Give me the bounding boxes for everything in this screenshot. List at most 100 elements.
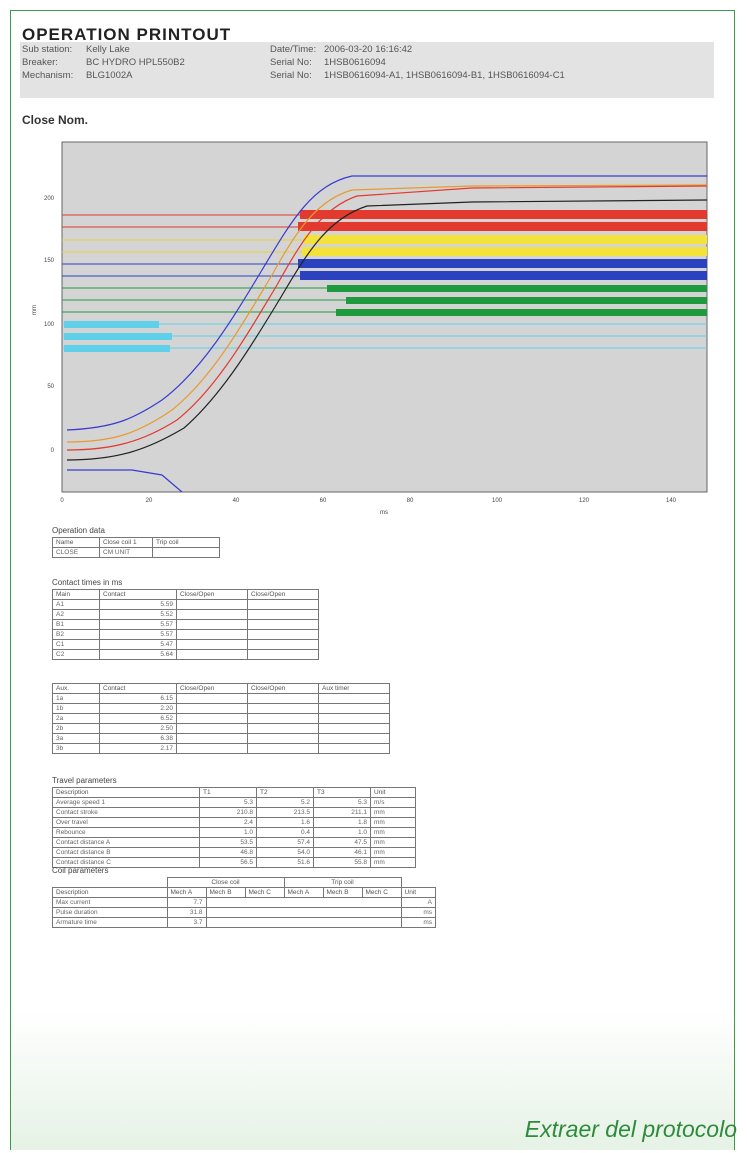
header-label-substation: Sub station:	[22, 44, 73, 55]
aux-name-1a: 1a	[52, 693, 100, 704]
coil-header-close-a: Mech A	[166, 887, 207, 898]
table-row: A1 5.59	[52, 599, 319, 610]
table-row: 2a 6.52	[52, 713, 390, 724]
coil-unit: ms	[400, 917, 436, 928]
aux-value-2a: 6.52	[99, 713, 177, 724]
ct-value-a2: 5.52	[99, 609, 177, 620]
coil-parameters-table: Close coil Trip coil Description Mech A …	[52, 877, 436, 928]
coil-header-trip-c: Mech C	[361, 887, 402, 898]
x-tick-0: 0	[60, 498, 64, 504]
table-row: Max current 7.7 A	[52, 897, 436, 908]
x-tick-140: 140	[666, 498, 677, 504]
ct-empty	[176, 599, 248, 610]
ct-value-b1: 5.57	[99, 619, 177, 630]
operation-subtitle: Close Nom.	[22, 113, 89, 127]
ct-empty	[176, 619, 248, 630]
aux-header-contact: Contact	[99, 683, 177, 694]
aux-contact-table: Aux. Contact Close/Open Close/Open Aux t…	[52, 683, 390, 754]
header-value-serial: 1HSB0616094	[324, 57, 386, 68]
caption-text: Extraer del protocolo	[524, 1116, 737, 1142]
travel-curve-blue	[66, 175, 707, 431]
ct-value-b2: 5.57	[99, 629, 177, 640]
aux-empty	[318, 723, 390, 734]
aux-bar-3b	[64, 345, 170, 352]
aux-empty	[247, 703, 319, 714]
aux-header-aux: Aux.	[52, 683, 100, 694]
coil-group-empty-2	[400, 877, 436, 888]
aux-empty	[247, 743, 319, 754]
ct-main-b2: B2	[52, 629, 100, 640]
coil-desc: Max current	[52, 897, 168, 908]
contact-bar-a2	[298, 222, 707, 231]
ct-main-b1: B1	[52, 619, 100, 630]
tp-desc: Contact distance B	[52, 847, 200, 858]
tp-t1: 46.8	[199, 847, 257, 858]
travel-chart-svg: 200 150 100 50 0 0 20 40 60 80 100 120 1…	[32, 141, 708, 516]
aux-empty	[247, 733, 319, 744]
contact-bar-b2	[302, 247, 707, 256]
aux-name-3b: 3b	[52, 743, 100, 754]
coil-close-a: 31.8	[166, 907, 207, 918]
y-tick-150: 150	[44, 258, 55, 264]
tp-desc: Average speed 1	[52, 797, 200, 808]
header-label-serial: Serial No:	[270, 57, 312, 68]
travel-parameters-title: Travel parameters	[52, 776, 117, 785]
ct-empty	[247, 609, 319, 620]
x-tick-120: 120	[579, 498, 590, 504]
ct-value-c2: 5.64	[99, 649, 177, 660]
travel-curve-black	[66, 199, 708, 461]
ct-empty	[247, 619, 319, 630]
coil-unit: ms	[400, 907, 436, 918]
table-row: Pulse duration 31.8 ms	[52, 907, 436, 918]
aux-bar-2b	[64, 333, 172, 340]
coil-header-close-b: Mech B	[205, 887, 246, 898]
ct-empty	[176, 649, 248, 660]
coil-header-unit: Unit	[400, 887, 436, 898]
ct-empty	[247, 599, 319, 610]
ct-header-close-open-2: Close/Open	[247, 589, 319, 600]
tp-header-t3: T3	[313, 787, 371, 798]
coil-current-curve	[67, 469, 183, 493]
table-row: 2b 2.50	[52, 723, 390, 734]
ct-empty	[247, 629, 319, 640]
tp-t2: 213.5	[256, 807, 314, 818]
tp-unit: mm	[370, 837, 416, 848]
header-value-substation: Kelly Lake	[86, 44, 130, 55]
header-label-serial-2: Serial No:	[270, 70, 312, 81]
table-row: Contact distance B 46.8 54.0 46.1 mm	[52, 847, 416, 858]
tp-header-description: Description	[52, 787, 200, 798]
coil-desc: Pulse duration	[52, 907, 168, 918]
y-tick-200: 200	[44, 196, 55, 202]
ct-main-c1: C1	[52, 639, 100, 650]
aux-bar-3a	[336, 309, 707, 316]
operation-data-table: Name Close coil 1 Trip coil CLOSE CM UNI…	[52, 537, 220, 558]
op-header-name: Name	[52, 537, 100, 548]
tp-t2: 5.2	[256, 797, 314, 808]
chart-axes: 200 150 100 50 0 0 20 40 60 80 100 120 1…	[32, 196, 677, 516]
aux-empty	[318, 693, 390, 704]
coil-empty	[205, 907, 402, 918]
aux-bar-2a	[346, 297, 707, 304]
coil-group-empty	[52, 877, 168, 888]
table-row: C1 5.47	[52, 639, 319, 650]
ct-header-main: Main	[52, 589, 100, 600]
tp-t2: 57.4	[256, 837, 314, 848]
tp-unit: mm	[370, 857, 416, 868]
op-cell-trip-coil	[152, 547, 220, 558]
aux-empty	[176, 693, 248, 704]
ct-main-a2: A2	[52, 609, 100, 620]
coil-empty	[205, 917, 402, 928]
header-label-datetime: Date/Time:	[270, 44, 317, 55]
tp-t3: 1.0	[313, 827, 371, 838]
ct-main-a1: A1	[52, 599, 100, 610]
ct-empty	[247, 649, 319, 660]
tp-desc: Contact distance A	[52, 837, 200, 848]
table-row: Over travel 2.4 1.6 1.8 mm	[52, 817, 416, 828]
tp-t3: 211.1	[313, 807, 371, 818]
aux-value-1b: 2.20	[99, 703, 177, 714]
tp-header-t2: T2	[256, 787, 314, 798]
table-row: 3b 2.17	[52, 743, 390, 754]
page-title: OPERATION PRINTOUT	[22, 25, 232, 44]
coil-parameters-title: Coil parameters	[52, 866, 109, 875]
header-value-breaker: BC HYDRO HPL550B2	[86, 57, 185, 68]
